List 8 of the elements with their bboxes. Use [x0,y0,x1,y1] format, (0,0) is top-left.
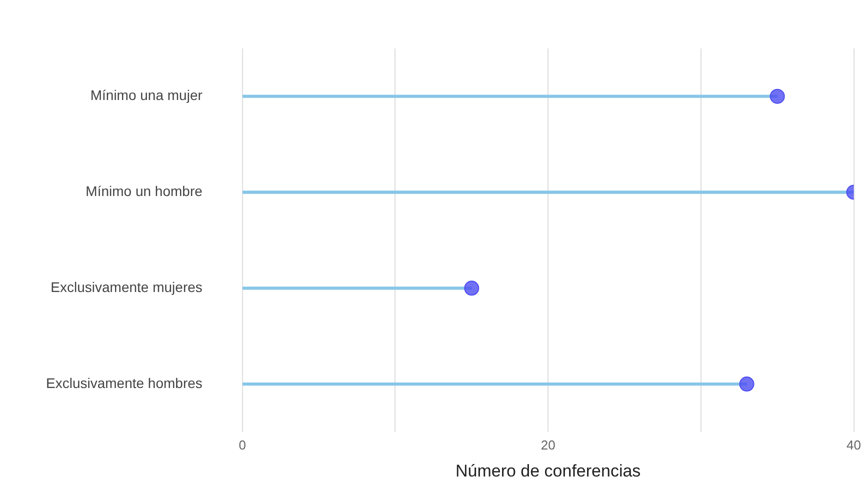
y-tick-label: Exclusivamente hombres [46,374,202,391]
y-tick-label: Mínimo una mujer [90,87,203,104]
x-tick-label: 40 [846,437,862,452]
x-tick-label: 0 [238,437,246,452]
y-tick-label: Mínimo un hombre [86,183,203,200]
x-tick-label: 20 [540,437,556,452]
x-axis-title: Número de conferencias [455,461,641,480]
y-tick-label: Exclusivamente mujeres [50,279,202,296]
